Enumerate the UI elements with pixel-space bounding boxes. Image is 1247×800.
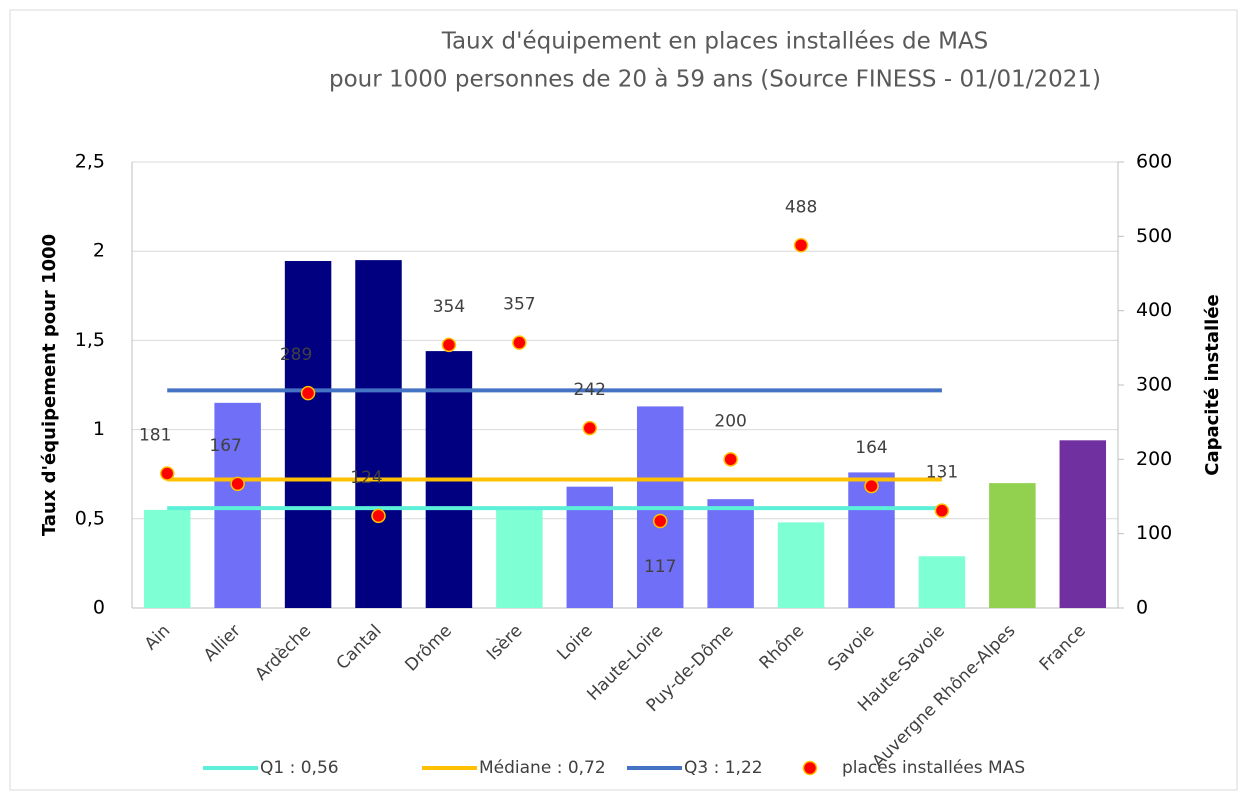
data-label: 164 [855, 438, 887, 458]
point [159, 466, 175, 481]
data-label: 488 [785, 197, 817, 217]
bar [143, 509, 191, 608]
bar [566, 486, 614, 608]
data-label: 289 [280, 345, 312, 365]
data-label: 124 [350, 468, 382, 488]
point [512, 335, 527, 350]
y2-tick-label: 500 [1136, 225, 1172, 247]
bar [707, 499, 754, 608]
point [582, 420, 598, 436]
y2-tick-label: 400 [1136, 299, 1172, 321]
y-tick-label: 1,5 [75, 329, 105, 351]
y-tick-label: 0,5 [75, 507, 105, 529]
y-tick-label: 1 [93, 418, 105, 440]
bar [496, 509, 543, 608]
data-label: 131 [926, 463, 958, 483]
chart-title: Taux d'équipement en places installées d… [441, 29, 989, 55]
bar [355, 260, 402, 608]
data-label: 242 [574, 380, 606, 400]
y-tick-label: 2 [93, 240, 105, 262]
data-label: 357 [503, 295, 535, 315]
legend-label: places installées MAS [842, 758, 1025, 778]
y2-tick-label: 200 [1136, 448, 1172, 470]
y2-tick-label: 0 [1136, 597, 1148, 619]
point [652, 513, 668, 529]
bar [848, 472, 895, 608]
bar [989, 483, 1036, 608]
point [793, 238, 809, 253]
point [934, 503, 950, 518]
legend-label: Q1 : 0,56 [260, 758, 339, 778]
point [230, 476, 245, 492]
chart-frame [9, 9, 1238, 791]
bar [777, 522, 825, 608]
data-label: 354 [433, 297, 465, 317]
y2-tick-label: 100 [1136, 522, 1172, 544]
point [723, 452, 738, 467]
bar [214, 402, 261, 608]
legend-swatch [802, 760, 818, 776]
data-label: 181 [139, 425, 171, 445]
point [371, 508, 386, 524]
data-label: 167 [209, 436, 241, 456]
y2-tick-label: 600 [1136, 151, 1172, 173]
chart-title: pour 1000 personnes de 20 à 59 ans (Sour… [329, 67, 1101, 93]
y2-axis-title: Capacité installée [1202, 294, 1223, 476]
y-axis-title: Taux d'équipement pour 1000 [39, 234, 60, 536]
point [300, 385, 316, 401]
data-label: 117 [644, 557, 676, 577]
legend-label: Médiane : 0,72 [479, 758, 606, 778]
y-tick-label: 2,5 [75, 151, 105, 173]
data-label: 200 [714, 411, 746, 431]
legend-label: Q3 : 1,22 [684, 758, 763, 778]
bar [918, 556, 966, 608]
bar [1059, 440, 1107, 608]
point [864, 478, 879, 494]
point [441, 337, 457, 353]
bar [284, 261, 332, 608]
y-tick-label: 0 [93, 597, 105, 619]
y2-tick-label: 300 [1136, 374, 1172, 396]
